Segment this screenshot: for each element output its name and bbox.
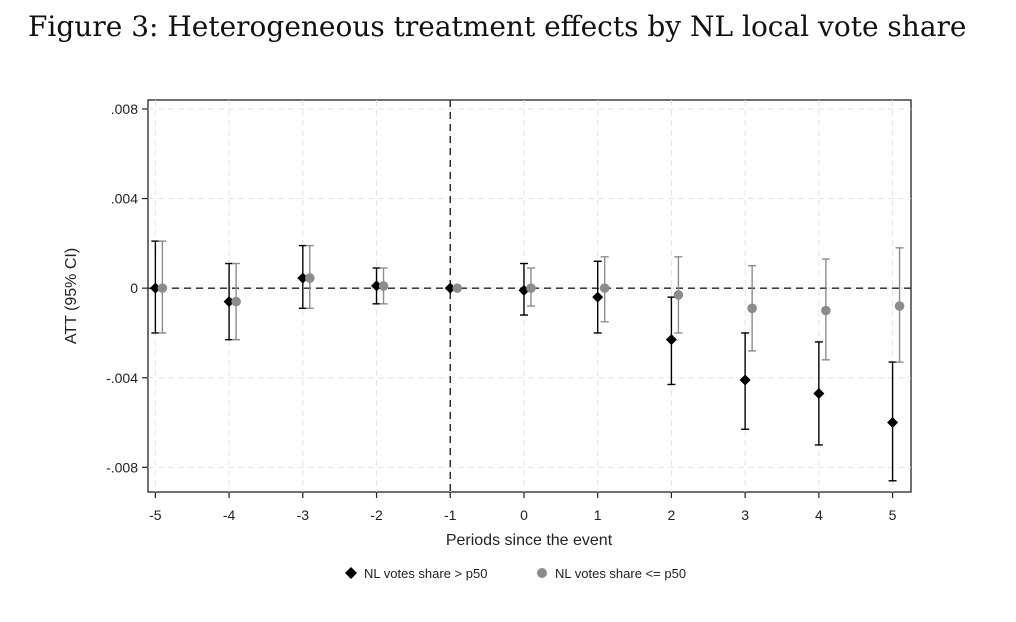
y-tick-label: .008 — [111, 101, 138, 117]
y-axis-label: ATT (95% CI) — [63, 248, 80, 344]
point-series-1 — [739, 374, 751, 386]
plot-frame — [147, 99, 912, 493]
x-tick-label: -1 — [444, 507, 457, 523]
x-tick-label: -5 — [149, 507, 162, 523]
x-axis-label: Periods since the event — [446, 532, 613, 549]
y-tick-label: 0 — [130, 280, 138, 296]
point-series-2 — [599, 283, 610, 293]
point-series-1 — [887, 417, 899, 429]
point-series-2 — [894, 301, 905, 311]
point-series-1 — [149, 282, 161, 294]
point-series-1 — [592, 291, 604, 303]
point-series-2 — [526, 283, 536, 293]
y-tick-label: -.004 — [106, 370, 138, 386]
point-series-2 — [452, 283, 463, 293]
point-series-2 — [305, 273, 315, 283]
point-series-2 — [157, 283, 168, 293]
y-tick-label: -.008 — [106, 459, 138, 475]
legend-marker-series-1 — [345, 567, 357, 579]
x-tick-label: -2 — [370, 507, 383, 523]
point-series-1 — [665, 334, 677, 346]
data-points — [149, 272, 905, 429]
point-series-2 — [673, 290, 684, 300]
x-tick-label: -3 — [297, 507, 310, 523]
x-tick-label: 0 — [520, 507, 528, 523]
x-tick-label: -4 — [223, 507, 236, 523]
point-series-2 — [378, 281, 389, 291]
point-series-1 — [297, 272, 309, 284]
point-series-2 — [821, 305, 831, 316]
x-tick-label: 3 — [741, 507, 749, 523]
legend-marker-series-2 — [537, 568, 547, 578]
point-series-1 — [371, 280, 383, 292]
legend: NL votes share > p50 NL votes share <= p… — [345, 566, 686, 581]
point-series-1 — [444, 282, 456, 294]
legend-label-series-1: NL votes share > p50 — [364, 566, 487, 581]
x-tick-label: 2 — [668, 507, 676, 523]
point-series-2 — [747, 303, 757, 314]
point-series-2 — [231, 296, 241, 307]
x-tick-label: 4 — [815, 507, 823, 523]
point-series-1 — [813, 387, 825, 399]
reference-lines — [148, 100, 911, 492]
y-tick-label: .004 — [111, 191, 138, 207]
point-series-1 — [223, 296, 235, 308]
x-tick-label: 5 — [889, 507, 897, 523]
legend-label-series-2: NL votes share <= p50 — [555, 566, 686, 581]
x-tick-label: 1 — [594, 507, 602, 523]
figure-title: Figure 3: Heterogeneous treatment effect… — [28, 10, 967, 43]
y-axis: .008 .004 0 -.004 -.008 — [106, 101, 148, 475]
x-axis: -5 -4 -3 -2 -1 0 1 2 3 4 5 — [149, 492, 897, 523]
